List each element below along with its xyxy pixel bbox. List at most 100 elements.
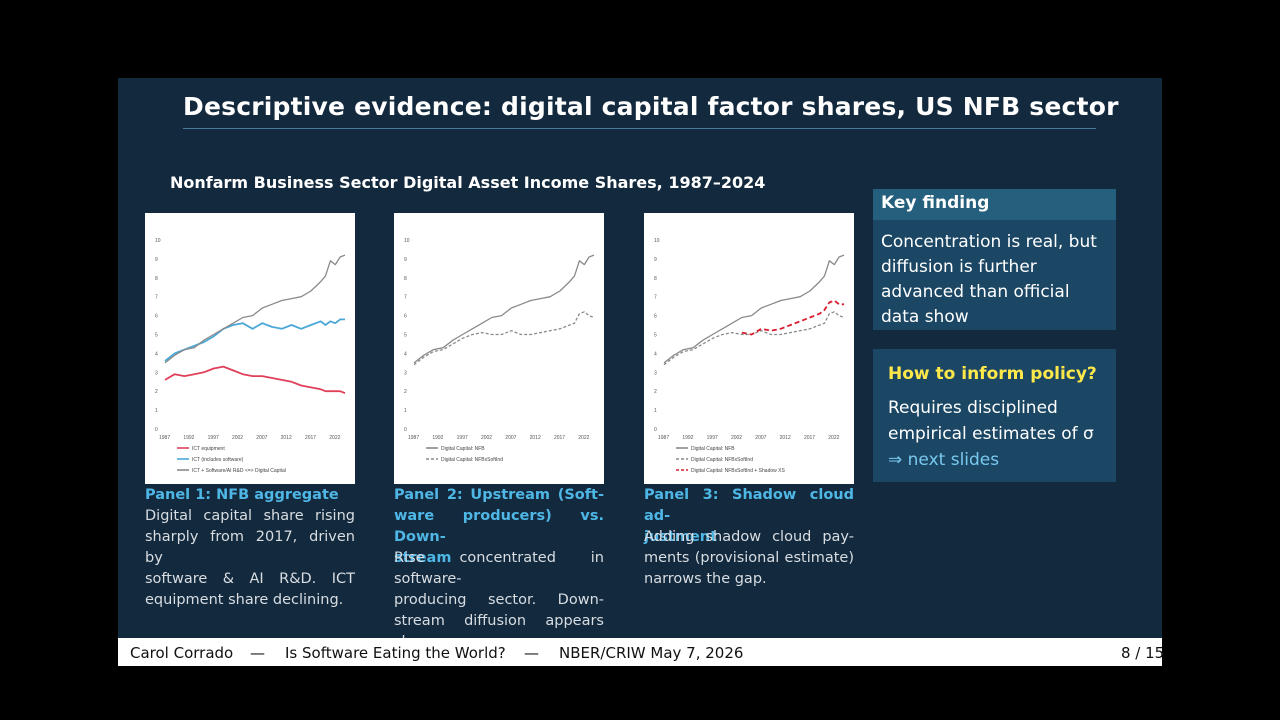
next-slides-link[interactable]: ⇒ next slides — [888, 450, 1000, 470]
panel-1-chart-svg: 0 1 2 3 4 5 6 7 8 9 10 1987 1992 1997 2002 2007 2012 2017… — [155, 238, 346, 474]
x-tick-label: 2002 — [731, 435, 742, 441]
key-finding-text: Concentration is real, but diffusion is … — [881, 230, 1111, 330]
series-line-2 — [663, 311, 845, 366]
caption-title-line: stream — [394, 550, 452, 566]
caption-line: Adding shadow cloud pay- — [644, 529, 854, 545]
panel-3-caption-title: Panel 3: Shadow cloud ad- justment — [644, 485, 854, 548]
legend-label: Digital Capital: NFB — [441, 446, 485, 452]
footer-talk-title: Is Software Eating the World? — [285, 644, 506, 662]
x-tick-label: 2002 — [481, 435, 492, 441]
x-tick-label: 1992 — [183, 435, 194, 441]
y-tick-label: 6 — [155, 314, 158, 320]
y-tick-label: 5 — [155, 333, 158, 339]
x-tick-label: 2007 — [256, 435, 267, 441]
policy-title: How to inform policy? — [888, 364, 1097, 384]
y-tick-label: 9 — [404, 257, 407, 263]
panel-2-chart: 0 1 2 3 4 5 6 7 8 9 10 1987 1992 1997 2002 2007 2012 2017… — [394, 213, 604, 484]
x-tick-label: 2012 — [780, 435, 791, 441]
panel-3-chart-svg: 0 1 2 3 4 5 6 7 8 9 10 1987 1992 1997 2002 2007 2012 2017… — [654, 238, 845, 474]
policy-line: empirical estimates of σ — [888, 424, 1094, 444]
caption-line: narrows the gap. — [644, 571, 767, 587]
footer-venue: NBER/CRIW May 7, 2026 — [559, 644, 744, 662]
y-tick-label: 8 — [654, 276, 657, 282]
y-tick-label: 0 — [654, 427, 657, 433]
y-tick-label: 4 — [654, 351, 657, 357]
y-tick-label: 2 — [654, 389, 657, 395]
footer: Carol Corrado — Is Software Eating the W… — [118, 638, 1165, 666]
slide-title: Descriptive evidence: digital capital fa… — [183, 92, 1119, 121]
panel-1-caption-body: Digital capital share rising sharply fro… — [145, 506, 355, 611]
panel-1-chart: 0 1 2 3 4 5 6 7 8 9 10 1987 1992 1997 2002 2007 2012 2017… — [145, 213, 355, 484]
legend-label: Digital Capital: NFBxSoftInd — [691, 457, 753, 463]
footer-separator: — — [250, 644, 265, 662]
caption-line: producing sector. Down- — [394, 592, 604, 608]
y-tick-label: 1 — [155, 408, 158, 414]
x-tick-label: 1992 — [432, 435, 443, 441]
key-finding-body: Concentration is real, but diffusion is … — [873, 220, 1116, 330]
series-line-1 — [164, 365, 346, 394]
key-finding-title: Key finding — [881, 193, 990, 213]
series-line-1 — [413, 254, 595, 364]
x-tick-label: 1997 — [208, 435, 219, 441]
legend-label: Digital Capital: NFBxSoftInd + Shadow XS — [691, 468, 785, 474]
legend-label: ICT equipment — [192, 446, 225, 452]
x-tick-label: 1997 — [457, 435, 468, 441]
policy-box: How to inform policy? Requires disciplin… — [873, 349, 1116, 482]
y-tick-label: 2 — [155, 389, 158, 395]
title-divider — [183, 128, 1096, 129]
x-tick-label: 2022 — [578, 435, 589, 441]
panel-3-chart: 0 1 2 3 4 5 6 7 8 9 10 1987 1992 1997 2002 2007 2012 2017… — [644, 213, 854, 484]
y-tick-label: 7 — [404, 295, 407, 301]
key-finding-line: advanced than official — [881, 282, 1070, 302]
caption-line: software & AI R&D. ICT — [145, 571, 355, 587]
key-finding-line: Concentration is real, but — [881, 232, 1097, 252]
policy-text: Requires disciplined empirical estimates… — [888, 395, 1113, 447]
panel-1-caption-title: Panel 1: NFB aggregate — [145, 487, 339, 503]
x-tick-label: 2007 — [505, 435, 516, 441]
y-tick-label: 1 — [404, 408, 407, 414]
x-tick-label: 2002 — [232, 435, 243, 441]
y-tick-label: 3 — [404, 370, 407, 376]
legend-label: Digital Capital: NFB — [691, 446, 735, 452]
caption-title-line: ware producers) vs. Down- — [394, 508, 604, 545]
series-line-2 — [164, 318, 345, 362]
y-tick-label: 3 — [654, 370, 657, 376]
caption-title-line: justment — [644, 529, 718, 545]
y-tick-label: 0 — [155, 427, 158, 433]
y-tick-label: 10 — [654, 238, 660, 244]
x-tick-label: 1987 — [658, 435, 669, 441]
legend-label: ICT + Software/AI R&D <=> Digital Capita… — [192, 468, 286, 474]
panel-2-caption-title: Panel 2: Upstream (Soft- ware producers)… — [394, 485, 604, 569]
x-tick-label: 2017 — [554, 435, 565, 441]
x-tick-label: 2017 — [305, 435, 316, 441]
x-tick-label: 2012 — [530, 435, 541, 441]
y-tick-label: 4 — [155, 351, 158, 357]
caption-line: sharply from 2017, driven by — [145, 529, 355, 566]
legend-label: ICT (includes software) — [192, 457, 244, 463]
panel-2-chart-svg: 0 1 2 3 4 5 6 7 8 9 10 1987 1992 1997 2002 2007 2012 2017… — [404, 238, 595, 463]
y-tick-label: 5 — [654, 333, 657, 339]
x-tick-label: 2022 — [329, 435, 340, 441]
footer-separator: — — [524, 644, 539, 662]
y-tick-label: 8 — [404, 276, 407, 282]
x-tick-label: 2022 — [828, 435, 839, 441]
series-line-1 — [663, 254, 845, 364]
key-finding-line: diffusion is further — [881, 257, 1037, 277]
y-tick-label: 8 — [155, 276, 158, 282]
series-line-2 — [413, 311, 595, 366]
caption-title-line: Panel 2: Upstream (Soft- — [394, 487, 604, 503]
x-tick-label: 1987 — [159, 435, 170, 441]
x-tick-label: 1997 — [707, 435, 718, 441]
x-tick-label: 2012 — [281, 435, 292, 441]
y-tick-label: 10 — [155, 238, 161, 244]
y-tick-label: 6 — [404, 314, 407, 320]
caption-line: Digital capital share rising — [145, 508, 355, 524]
caption-line: Rise concentrated in software- — [394, 550, 604, 587]
slide: Descriptive evidence: digital capital fa… — [118, 78, 1162, 666]
key-finding-header: Key finding — [873, 189, 1116, 220]
y-tick-label: 10 — [404, 238, 410, 244]
caption-title-line: Panel 3: Shadow cloud ad- — [644, 487, 854, 524]
y-tick-label: 9 — [654, 257, 657, 263]
footer-page-number: 8 / 15 — [1121, 644, 1165, 662]
y-tick-label: 6 — [654, 314, 657, 320]
